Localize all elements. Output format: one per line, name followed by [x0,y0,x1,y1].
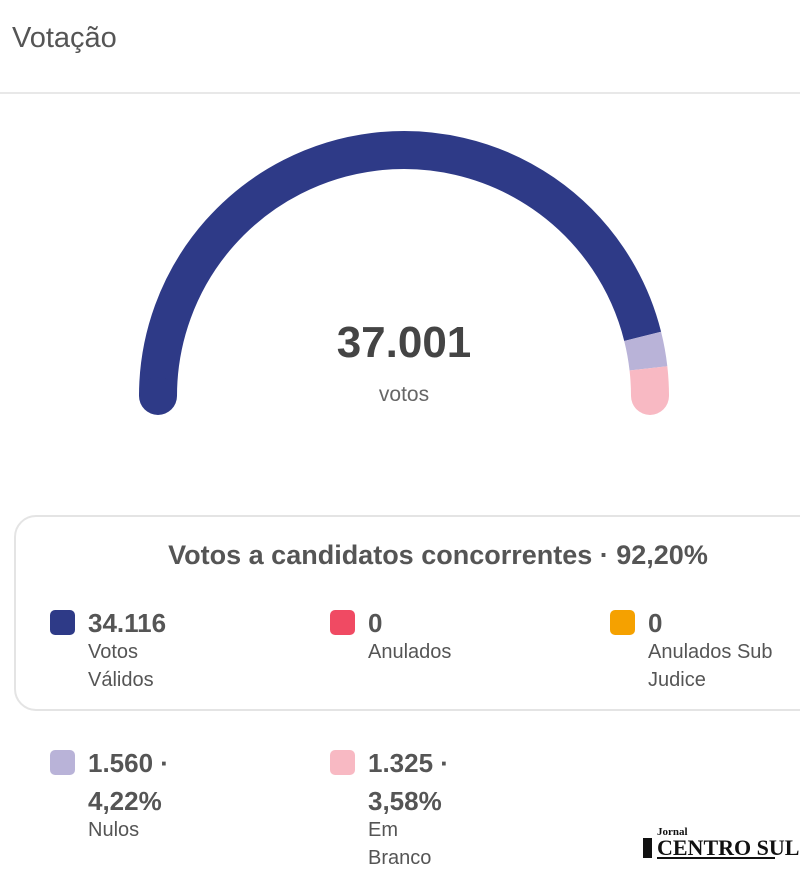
logo-underline [657,857,775,859]
legend-value: 34.116 [88,608,167,638]
total-votes-label: votos [378,383,430,406]
legend-swatch [610,610,635,635]
legend-percent: 3,58% [368,786,442,816]
logo-main-text: CENTRO SUL [657,835,800,860]
gauge-segment-votos-v-lidos [139,131,662,397]
header-divider [0,92,800,94]
logo-side-mark [643,838,652,858]
legend-swatch [330,610,355,635]
legend-value: 1.325 · [368,748,449,778]
newspaper-logo: Jornal CENTRO SUL [643,826,799,860]
legend-swatch [50,610,75,635]
gauge-cap-start [139,377,177,415]
legend-swatch [50,750,75,775]
total-votes-value: 37.001 [336,318,472,367]
legend-percent: 4,22% [88,786,162,816]
legend-value: 1.560 · [88,748,169,778]
legend-label: Em Branco [368,819,432,869]
legend-swatch [330,750,355,775]
gauge-cap-end [631,377,669,415]
page-title: Votação [12,22,117,54]
legend-value: 0 [368,608,383,638]
votes-gauge-chart [139,131,669,415]
legend-label: Anulados [368,641,452,663]
legend-label: Anulados Sub Judice [648,641,773,691]
summary-card-title: Votos a candidatos concorrentes · 92,20% [168,540,708,570]
legend-value: 0 [648,608,663,638]
logo-small-text: Jornal [657,826,688,838]
legend-label: Votos Válidos [88,641,154,691]
summary-card [14,515,800,711]
legend-label: Nulos [88,819,140,841]
gauge-segment-nulos [624,331,668,371]
